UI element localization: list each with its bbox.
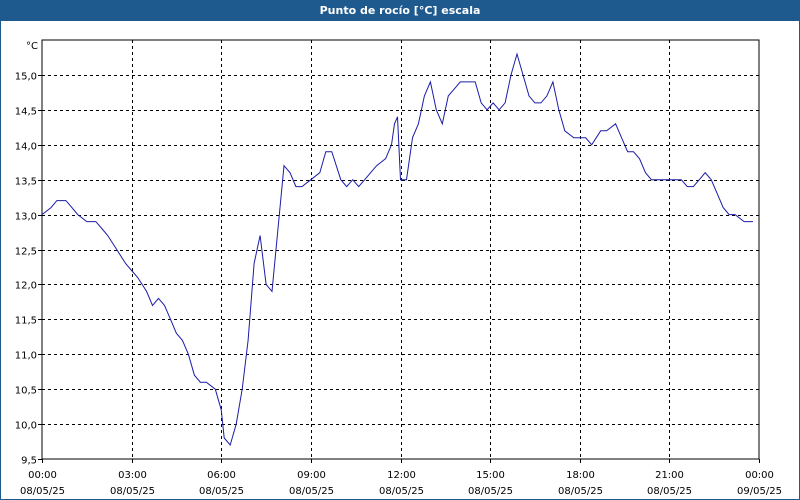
y-tick-label: 14,0	[15, 142, 37, 153]
y-tick-label: 9,5	[21, 456, 37, 467]
x-tick-date-label: 08/05/25	[289, 486, 334, 497]
x-tick-date-label: 08/05/25	[20, 486, 65, 497]
y-tick-label: 11,5	[15, 316, 37, 327]
x-tick-date-label: 08/05/25	[110, 486, 155, 497]
y-tick-label: 14,5	[15, 107, 37, 118]
y-tick-label: 12,0	[15, 281, 37, 292]
y-axis-label: °C	[26, 41, 38, 52]
plot-frame	[41, 39, 760, 460]
x-tick-time-label: 15:00	[476, 470, 505, 481]
x-tick-time-label: 03:00	[118, 470, 147, 481]
x-tick-date-label: 09/05/25	[737, 486, 782, 497]
dewpoint-series-line	[41, 52, 753, 447]
chart-title: Punto de rocío [°C] escala	[1, 1, 799, 21]
y-tick-label: 15,0	[15, 72, 37, 83]
x-tick-time-label: 06:00	[207, 470, 236, 481]
y-tick-label: 10,5	[15, 386, 37, 397]
x-tick-date-label: 08/05/25	[379, 486, 424, 497]
x-tick-time-label: 09:00	[297, 470, 326, 481]
y-tick-label: 11,0	[15, 351, 37, 362]
x-tick-time-label: 00:00	[745, 470, 774, 481]
x-tick-date-label: 08/05/25	[558, 486, 603, 497]
y-tick-label: 13,0	[15, 212, 37, 223]
x-tick-time-label: 00:00	[28, 470, 57, 481]
x-tick-time-label: 21:00	[655, 470, 684, 481]
x-tick-date-label: 08/05/25	[647, 486, 692, 497]
y-tick-label: 10,0	[15, 421, 37, 432]
x-tick-date-label: 08/05/25	[199, 486, 244, 497]
y-tick-label: 12,5	[15, 247, 37, 258]
x-tick-time-label: 12:00	[387, 470, 416, 481]
x-tick-date-label: 08/05/25	[468, 486, 513, 497]
y-tick-label: 13,5	[15, 177, 37, 188]
x-tick-time-label: 18:00	[566, 470, 595, 481]
